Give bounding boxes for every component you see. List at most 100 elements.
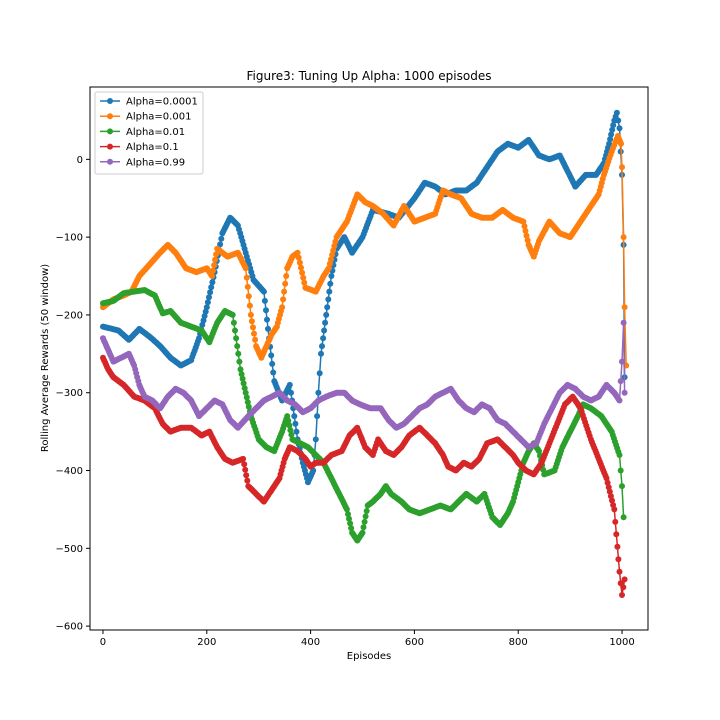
x-tick-label: 1000 bbox=[609, 637, 634, 648]
series-point bbox=[235, 350, 242, 357]
series-point bbox=[245, 293, 252, 300]
series-point bbox=[241, 385, 248, 392]
plot-frame bbox=[89, 86, 649, 631]
legend-entry: Alpha=0.99 bbox=[100, 157, 185, 168]
series-point bbox=[263, 307, 269, 314]
series-point bbox=[363, 508, 370, 514]
series-point bbox=[252, 336, 259, 343]
y-tick-label: −400 bbox=[56, 466, 83, 477]
series-point bbox=[196, 335, 202, 342]
series-point bbox=[325, 296, 332, 303]
series-point bbox=[608, 131, 615, 138]
series-point bbox=[524, 237, 531, 244]
series-point bbox=[615, 556, 622, 563]
legend-label: Alpha=0.01 bbox=[126, 127, 185, 138]
legend-label: Alpha=0.001 bbox=[126, 112, 191, 123]
series-point bbox=[246, 302, 253, 309]
series-point bbox=[245, 403, 252, 410]
series-point bbox=[240, 380, 247, 387]
series-point bbox=[345, 511, 351, 518]
series-point bbox=[288, 431, 295, 438]
series-point bbox=[321, 327, 328, 334]
series-point bbox=[281, 288, 288, 295]
series-point bbox=[206, 294, 212, 301]
series-point bbox=[316, 370, 323, 377]
series-point bbox=[617, 467, 624, 474]
series-point bbox=[233, 335, 240, 342]
series-point bbox=[319, 343, 325, 350]
series-point bbox=[330, 247, 337, 254]
series-point bbox=[284, 413, 291, 420]
series-point bbox=[346, 515, 352, 522]
series-5 bbox=[100, 319, 628, 451]
series-point bbox=[325, 265, 332, 272]
series-point bbox=[614, 543, 621, 550]
x-tick-label: 200 bbox=[197, 637, 216, 648]
series-point bbox=[300, 274, 307, 281]
series-point bbox=[619, 592, 625, 598]
series-point bbox=[291, 413, 298, 420]
series-point bbox=[200, 317, 207, 324]
series-point bbox=[285, 417, 292, 424]
series-point bbox=[286, 422, 293, 429]
series-point bbox=[260, 288, 267, 295]
series-point bbox=[621, 304, 628, 311]
series-point bbox=[288, 389, 294, 396]
series-point bbox=[236, 358, 243, 365]
series-point bbox=[282, 280, 289, 287]
series-point bbox=[348, 525, 355, 532]
series-point bbox=[217, 241, 224, 248]
legend-entry: Alpha=0.1 bbox=[100, 142, 179, 153]
series-point bbox=[328, 256, 334, 263]
series-point bbox=[611, 506, 618, 513]
series-point bbox=[332, 238, 339, 245]
series-point bbox=[294, 249, 301, 256]
series-point bbox=[620, 584, 627, 591]
series-point bbox=[208, 284, 215, 291]
series-point bbox=[609, 497, 615, 504]
series-point bbox=[324, 304, 331, 311]
series-point bbox=[343, 506, 350, 513]
series-point bbox=[619, 358, 625, 365]
y-tick-label: −200 bbox=[56, 310, 83, 321]
series-point bbox=[248, 318, 255, 325]
series-point bbox=[347, 520, 354, 527]
series-point bbox=[204, 299, 211, 306]
series-point bbox=[244, 477, 251, 484]
series-point bbox=[619, 483, 625, 490]
series-point bbox=[210, 267, 216, 274]
series-point bbox=[237, 366, 244, 373]
series-point bbox=[283, 273, 290, 279]
series-point bbox=[242, 466, 249, 473]
x-tick-label: 600 bbox=[405, 637, 424, 648]
series-point bbox=[299, 269, 306, 276]
legend-entry: Alpha=0.01 bbox=[100, 127, 185, 138]
series-point bbox=[621, 576, 628, 583]
series-point bbox=[238, 371, 245, 378]
series-point bbox=[613, 531, 620, 538]
series-point bbox=[293, 428, 300, 435]
legend-swatch-marker bbox=[107, 158, 113, 165]
legend-box bbox=[94, 91, 204, 175]
series-point bbox=[250, 324, 256, 331]
series-point bbox=[619, 164, 625, 171]
series-point bbox=[522, 227, 529, 234]
series-point bbox=[203, 304, 210, 311]
series-point bbox=[242, 389, 249, 396]
series-point bbox=[318, 350, 324, 357]
series-point bbox=[315, 389, 322, 396]
legend-swatch-marker bbox=[107, 113, 113, 120]
series-point bbox=[617, 378, 624, 385]
series-2 bbox=[100, 133, 630, 369]
series-point bbox=[211, 262, 218, 269]
series-point bbox=[244, 399, 251, 406]
series-point bbox=[268, 352, 275, 359]
series-point bbox=[209, 279, 216, 286]
series-point bbox=[610, 122, 617, 129]
series-3 bbox=[100, 287, 627, 544]
series-point bbox=[616, 452, 623, 458]
series-4 bbox=[100, 354, 628, 598]
series-point bbox=[287, 427, 294, 434]
series-point bbox=[243, 274, 250, 281]
